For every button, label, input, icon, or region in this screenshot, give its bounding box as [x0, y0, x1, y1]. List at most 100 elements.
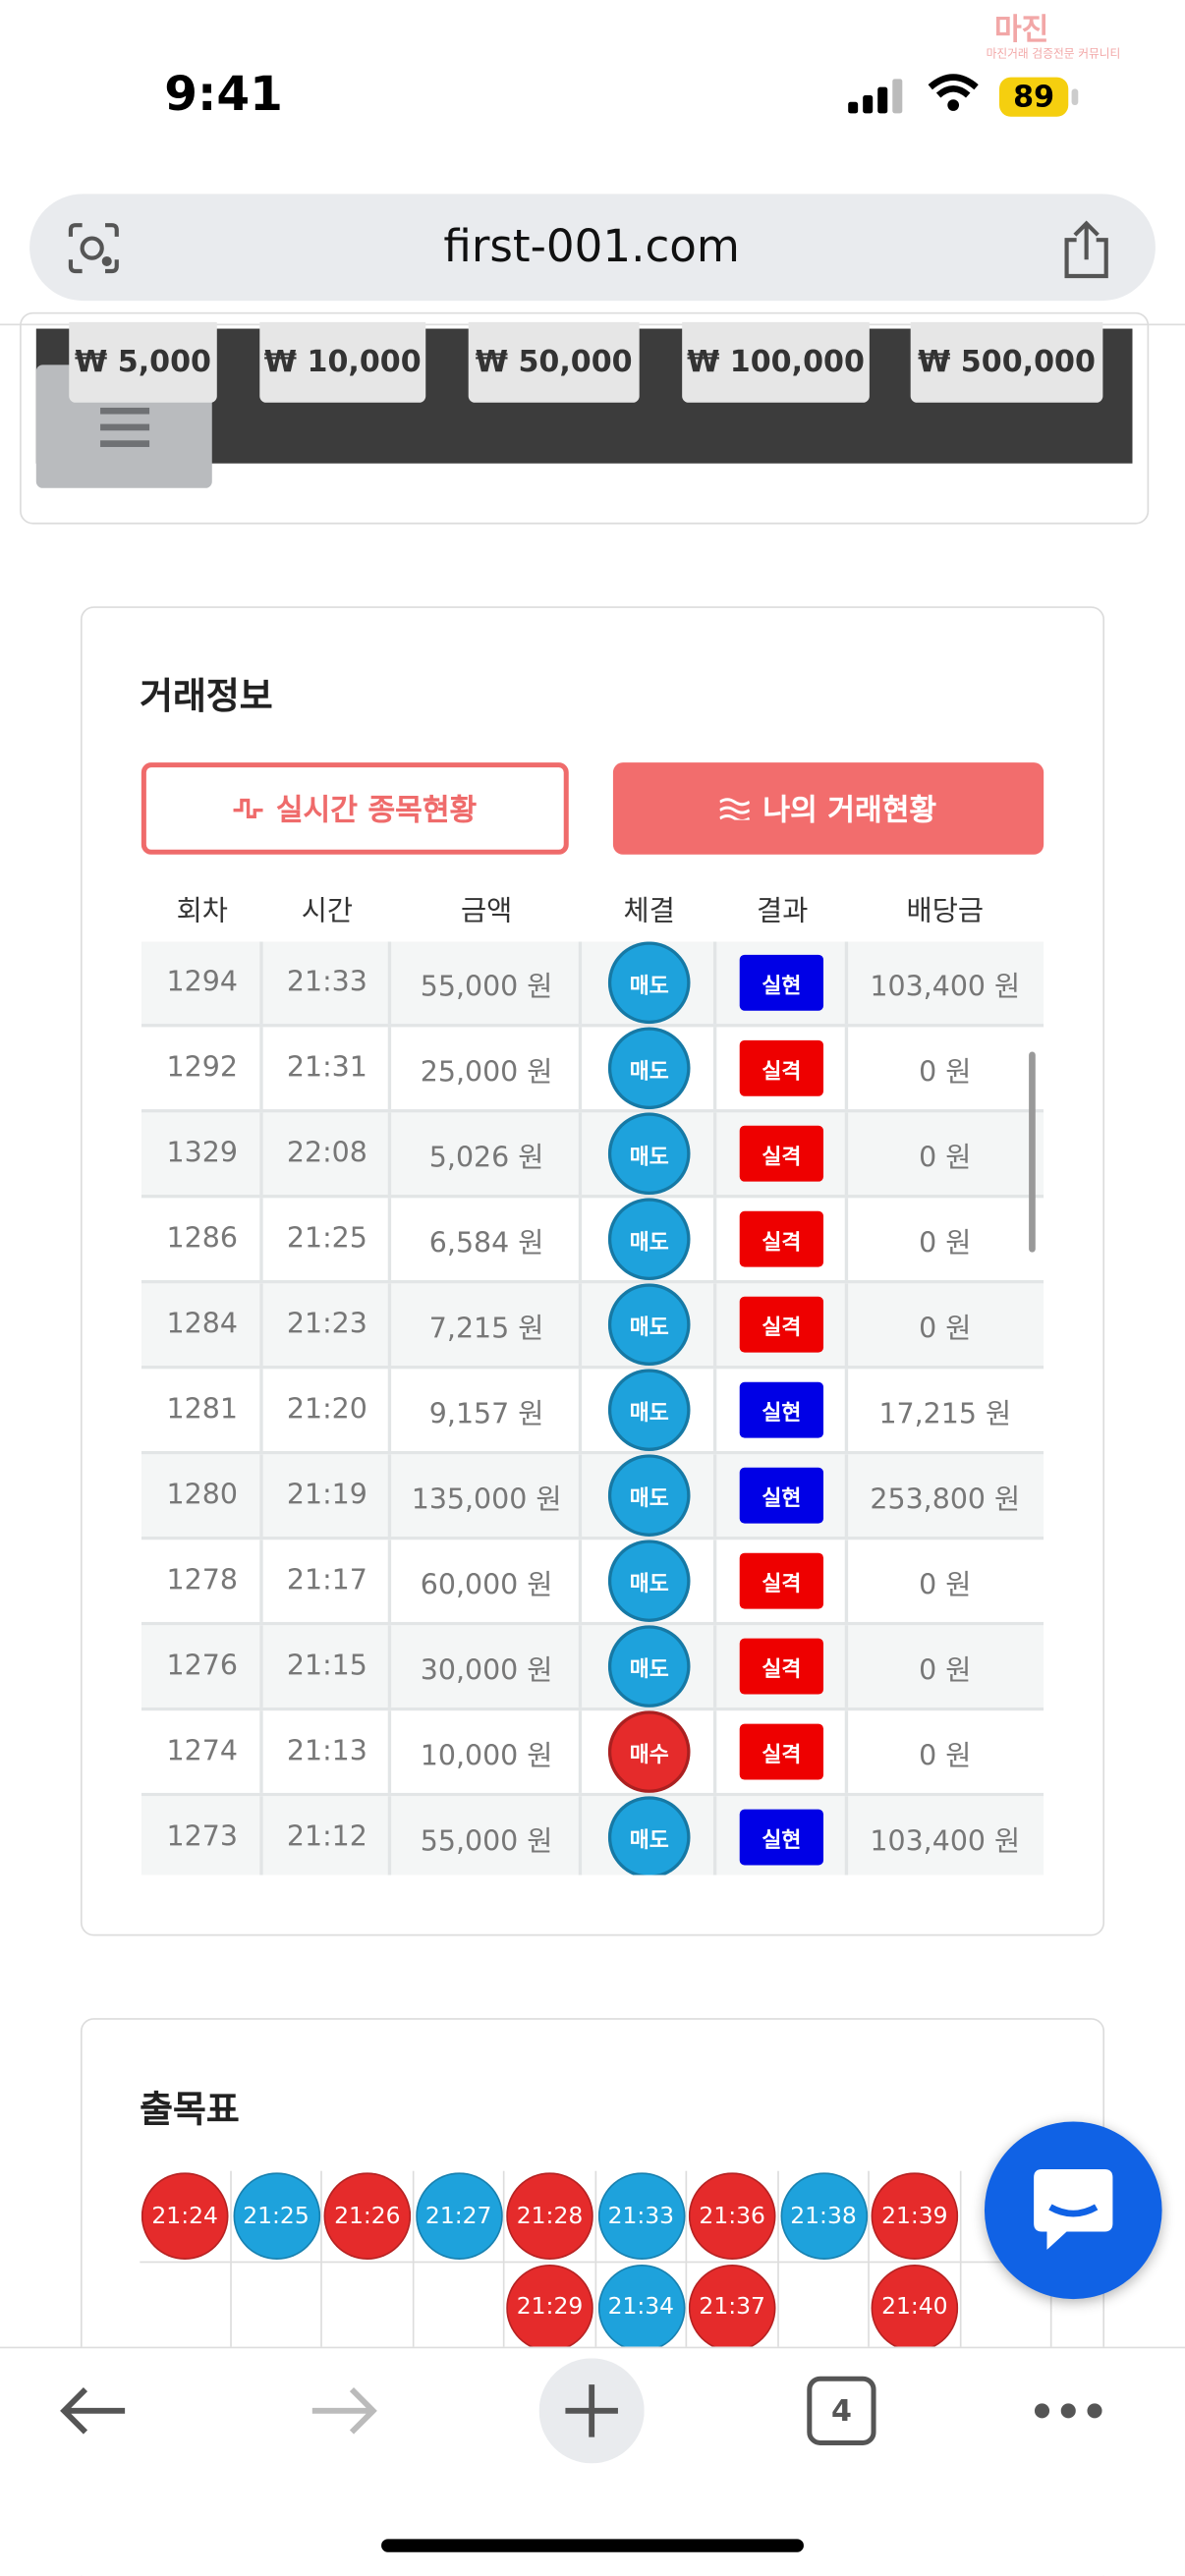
table-cell: 실격: [716, 1283, 849, 1367]
result-chip: 21:26: [323, 2172, 412, 2260]
table-cell: 25,000 원: [391, 1027, 583, 1110]
table-cell: 21:15: [263, 1625, 392, 1708]
table-cell: 실격: [716, 1540, 849, 1622]
cell-text: 1284: [166, 1308, 238, 1341]
table-row: 1294 21:33 55,000 원 매도 실현 103,400 원: [141, 941, 1044, 1028]
table-cell: 60,000 원: [391, 1540, 583, 1622]
table-row: 1278 21:17 60,000 원 매도 실격 0 원: [141, 1540, 1044, 1626]
side-chip: 매도: [607, 1198, 691, 1281]
trade-card: [80, 606, 1105, 1936]
share-icon[interactable]: [1058, 220, 1114, 279]
table-cell: 7,215 원: [391, 1283, 583, 1367]
result-chip: 21:36: [688, 2172, 776, 2260]
table-cell: 0 원: [848, 1027, 1042, 1109]
table-cell: 21:13: [263, 1710, 392, 1793]
cell-text: 0 원: [919, 1653, 972, 1688]
board-grid: 21:24 21:25 21:26 21:27 21:28 21:33 21:36 21:38…: [140, 2170, 1105, 2347]
side-chip: 매도: [607, 1112, 691, 1196]
grid-line: [776, 2170, 779, 2347]
tab-realtime[interactable]: 실시간 종목현황: [141, 762, 569, 855]
bet-button[interactable]: ₩ 5,000: [69, 321, 217, 403]
tab-mine[interactable]: 나의 거래현황: [612, 762, 1044, 855]
cell-text: 1276: [166, 1650, 238, 1683]
tab-label[interactable]: 실시간 종목현황: [275, 793, 478, 829]
battery: 89: [999, 77, 1069, 117]
table-cell: 0 원: [848, 1198, 1042, 1280]
tabs-button[interactable]: 4: [807, 2376, 876, 2445]
cell-text: 0 원: [919, 1055, 972, 1090]
table-row: 1329 22:08 5,026 원 매도 실격 0 원: [141, 1112, 1044, 1199]
table-cell: 실격: [716, 1710, 849, 1793]
table-cell: 매도: [582, 1027, 717, 1110]
cell-text: 21:20: [286, 1393, 367, 1427]
section-title: 출목표: [140, 2090, 240, 2132]
table-cell: 21:33: [263, 941, 392, 1025]
result-badge: 실현: [739, 1381, 824, 1438]
table-row: 1274 21:13 10,000 원 매수 실격 0 원: [141, 1710, 1044, 1797]
clock: 9:41: [164, 65, 283, 122]
cell-text: 0 원: [919, 1312, 972, 1346]
bet-button[interactable]: ₩ 10,000: [259, 321, 426, 403]
more-button[interactable]: [1032, 2401, 1104, 2421]
lens-icon[interactable]: [66, 220, 122, 276]
result-badge: 실현: [739, 1467, 824, 1524]
bet-button[interactable]: ₩ 500,000: [910, 321, 1103, 403]
bet-button[interactable]: ₩ 50,000: [468, 321, 640, 403]
bet-card: [20, 311, 1150, 525]
result-chip: 21:37: [688, 2264, 776, 2347]
bet-button[interactable]: ₩ 100,000: [682, 321, 870, 403]
chat-button[interactable]: [984, 2121, 1162, 2300]
back-button[interactable]: [59, 2386, 128, 2436]
table-cell: 매수: [582, 1710, 717, 1793]
table-cell: 실현: [716, 1454, 849, 1537]
new-tab-button[interactable]: [538, 2358, 645, 2464]
table-row: 1276 21:15 30,000 원 매도 실격 0 원: [141, 1625, 1044, 1711]
watermark-tagline: 마진거래 검증전문 커뮤니티: [986, 47, 1121, 61]
cell-text: 103,400 원: [870, 1824, 1021, 1858]
url-bar[interactable]: [29, 194, 1156, 302]
result-chip: 21:40: [871, 2264, 959, 2347]
tab-label[interactable]: 나의 거래현황: [762, 793, 937, 829]
grid-line: [140, 2260, 1105, 2263]
side-chip: 매도: [607, 1796, 691, 1876]
table-cell: 실현: [716, 941, 849, 1025]
chat-icon[interactable]: [985, 2121, 1162, 2299]
cell-text: 1280: [166, 1479, 238, 1512]
result-chip: 21:25: [232, 2172, 320, 2260]
side-chip: 매도: [607, 1027, 691, 1110]
battery-cap: [1071, 88, 1079, 106]
table-cell: 1273: [141, 1796, 263, 1876]
menu-icon[interactable]: [100, 407, 150, 450]
cell-text: 0 원: [919, 1226, 972, 1260]
table-cell: 1294: [141, 941, 263, 1025]
cell-text: 6,584 원: [428, 1226, 544, 1260]
cell-text: 60,000 원: [420, 1568, 553, 1602]
scrollbar: [1029, 1051, 1036, 1253]
cell-text: 1273: [166, 1820, 238, 1854]
result-chip: 21:39: [871, 2172, 959, 2260]
table-cell: 1281: [141, 1369, 263, 1451]
table-cell: 21:12: [263, 1796, 392, 1876]
cell-text: 17,215 원: [878, 1397, 1012, 1431]
column-header: 회차: [176, 894, 228, 928]
result-badge: 실격: [739, 1125, 824, 1182]
cell-text: 1274: [166, 1735, 238, 1768]
table-cell: 실격: [716, 1027, 849, 1110]
table-cell: 매도: [582, 1283, 717, 1367]
table-cell: 1284: [141, 1283, 263, 1367]
forward-button[interactable]: [309, 2386, 377, 2436]
cell-text: 0 원: [919, 1141, 972, 1175]
result-badge: 실현: [739, 1809, 824, 1866]
cell-text: 55,000 원: [420, 970, 553, 1004]
side-chip: 매도: [607, 1540, 691, 1622]
url-text[interactable]: first-001.com: [443, 220, 740, 272]
grid-line: [593, 2170, 596, 2347]
cell-text: 21:17: [286, 1564, 367, 1597]
table-cell: 9,157 원: [391, 1369, 583, 1451]
result-chip: 21:34: [597, 2264, 685, 2347]
waves-icon: [719, 798, 751, 820]
grid-line: [685, 2170, 688, 2347]
cell-text: 25,000 원: [420, 1055, 553, 1090]
side-chip: 매도: [607, 1283, 691, 1367]
